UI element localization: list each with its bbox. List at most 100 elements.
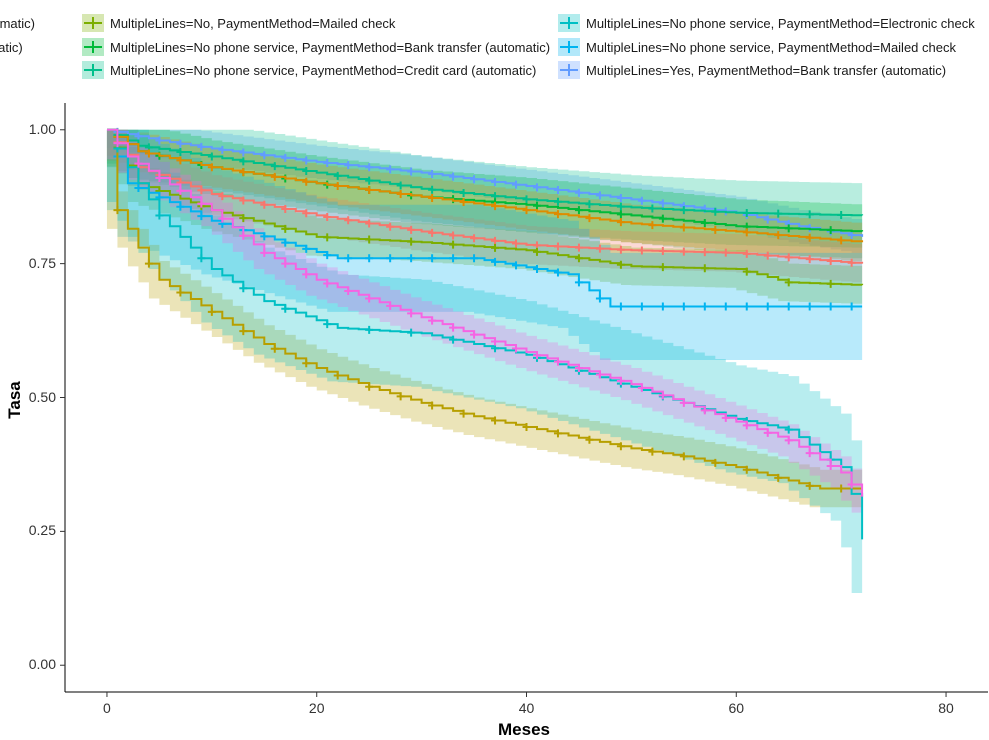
x-tick-label: 80 xyxy=(938,700,954,716)
censor-mark xyxy=(344,254,353,263)
censor-mark xyxy=(658,263,667,272)
censor-mark xyxy=(365,294,374,303)
censor-mark xyxy=(470,175,479,184)
censor-mark xyxy=(197,142,206,151)
censor-mark xyxy=(491,202,500,211)
confidence-band-3 xyxy=(106,129,863,283)
censor-mark xyxy=(826,302,835,311)
censor-mark xyxy=(522,422,531,431)
censor-mark xyxy=(711,207,720,216)
survival-curve-3 xyxy=(107,128,864,264)
censor-mark xyxy=(847,258,856,267)
censor-mark xyxy=(176,139,185,148)
y-tick-label: 0.00 xyxy=(28,656,56,673)
censor-mark xyxy=(616,302,625,311)
censor-mark xyxy=(281,205,290,214)
censor-mark xyxy=(449,323,458,332)
censor-mark xyxy=(553,197,562,206)
censor-mark xyxy=(679,206,688,215)
censor-mark xyxy=(134,184,143,193)
censor-mark xyxy=(774,473,783,482)
censor-mark xyxy=(491,236,500,245)
censor-mark xyxy=(491,257,500,266)
survival-curve-9 xyxy=(107,128,864,497)
censor-mark xyxy=(774,231,783,240)
censor-mark xyxy=(616,260,625,269)
legend-key xyxy=(558,61,580,79)
censor-mark xyxy=(323,320,332,329)
censor-mark xyxy=(763,251,772,260)
censor-mark xyxy=(742,421,751,430)
censor-mark xyxy=(323,233,332,242)
censor-mark xyxy=(847,231,856,240)
censor-mark xyxy=(155,173,164,182)
censor-mark xyxy=(428,401,437,410)
censor-mark xyxy=(805,255,814,264)
censor-mark xyxy=(428,194,437,203)
censor-mark xyxy=(491,416,500,425)
censor-mark xyxy=(449,231,458,240)
censor-mark xyxy=(197,212,206,221)
confidence-band-9 xyxy=(106,129,863,513)
censor-mark xyxy=(407,237,416,246)
censor-mark xyxy=(470,234,479,243)
censor-mark xyxy=(459,188,468,197)
legend-label: automatic) xyxy=(0,39,23,55)
censor-mark xyxy=(658,247,667,256)
censor-mark xyxy=(574,364,583,373)
censor-mark xyxy=(323,213,332,222)
censor-mark xyxy=(396,392,405,401)
censor-mark xyxy=(260,200,269,209)
y-axis-title: Tasa xyxy=(4,381,24,419)
legend-item: automatic) xyxy=(0,36,23,58)
censor-mark xyxy=(302,209,311,218)
censor-mark xyxy=(239,157,248,166)
censor-mark xyxy=(270,172,279,181)
censor-mark xyxy=(658,199,667,208)
censor-mark xyxy=(365,382,374,391)
censor-mark xyxy=(134,159,143,168)
censor-mark xyxy=(407,225,416,234)
censor-mark xyxy=(595,244,604,253)
survival-curve-4 xyxy=(107,128,864,243)
censor-mark xyxy=(470,254,479,263)
censor-mark xyxy=(805,210,814,219)
censor-mark xyxy=(365,235,374,244)
censor-mark xyxy=(574,254,583,263)
censor-mark xyxy=(784,224,793,233)
legend-item: MultipleLines=No phone service, PaymentM… xyxy=(558,12,975,34)
censor-mark xyxy=(658,391,667,400)
legend-label: MultipleLines=Yes, PaymentMethod=Bank tr… xyxy=(586,62,947,78)
censor-mark xyxy=(207,307,216,316)
censor-mark xyxy=(386,254,395,263)
survival-curve-5 xyxy=(107,128,864,286)
censor-mark xyxy=(774,209,783,218)
censor-mark xyxy=(700,302,709,311)
axis-ticks xyxy=(60,129,947,697)
legend-label: MultipleLines=No phone service, PaymentM… xyxy=(110,62,537,78)
censor-mark xyxy=(700,406,709,415)
censor-mark xyxy=(281,238,290,247)
censor-mark xyxy=(679,223,688,232)
censor-mark xyxy=(459,409,468,418)
censor-mark xyxy=(784,302,793,311)
censor-mark xyxy=(553,429,562,438)
censor-mark xyxy=(113,139,122,148)
legend-key xyxy=(82,14,104,32)
censor-mark xyxy=(648,447,657,456)
censor-mark xyxy=(847,302,856,311)
censor-mark xyxy=(574,206,583,215)
censor-mark xyxy=(396,190,405,199)
censor-mark xyxy=(197,254,206,263)
censor-mark xyxy=(721,302,730,311)
censor-mark xyxy=(679,247,688,256)
censor-mark xyxy=(648,204,657,213)
legend-label: MultipleLines=No phone service, PaymentM… xyxy=(586,39,956,55)
censor-mark xyxy=(637,196,646,205)
censor-mark xyxy=(176,202,185,211)
censor-mark xyxy=(826,462,835,471)
censor-mark xyxy=(700,248,709,257)
censor-mark xyxy=(532,247,541,256)
censor-mark xyxy=(763,302,772,311)
censor-mark xyxy=(270,344,279,353)
